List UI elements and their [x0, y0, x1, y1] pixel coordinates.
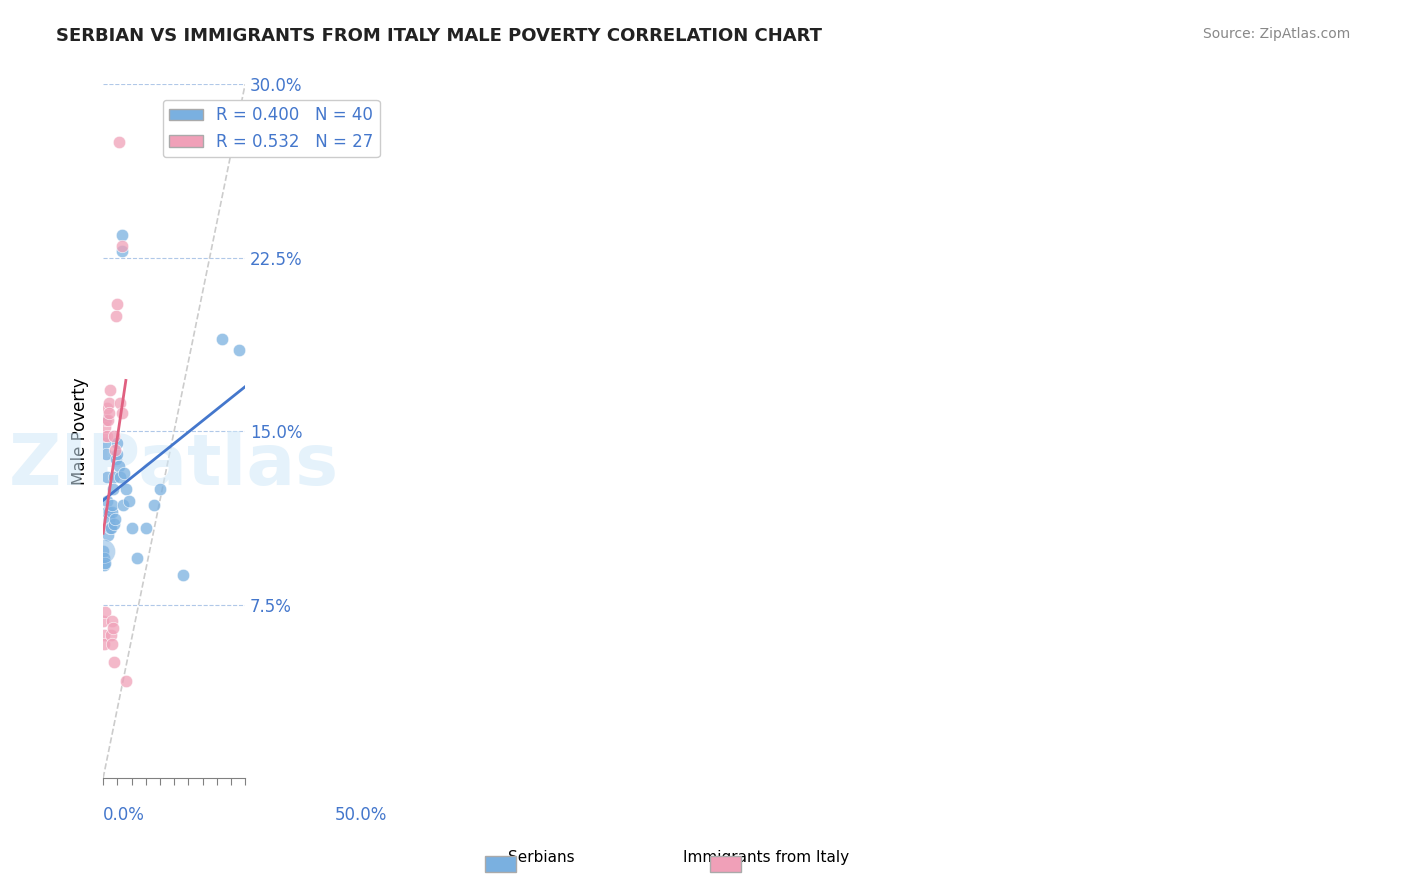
Point — [93, 628, 115, 642]
Point — [111, 239, 134, 253]
Point — [118, 493, 141, 508]
Text: 50.0%: 50.0% — [335, 805, 387, 823]
Point — [93, 614, 115, 628]
Point — [121, 521, 143, 535]
Text: 0.0%: 0.0% — [103, 805, 145, 823]
Point — [228, 343, 250, 358]
Point — [94, 412, 117, 426]
Text: Source: ZipAtlas.com: Source: ZipAtlas.com — [1202, 27, 1350, 41]
Point — [93, 556, 115, 570]
Point — [135, 521, 157, 535]
Point — [105, 447, 128, 461]
Point — [107, 135, 129, 149]
Point — [143, 498, 166, 512]
Point — [104, 442, 127, 457]
Point — [93, 605, 115, 619]
Point — [115, 482, 138, 496]
Legend: R = 0.400   N = 40, R = 0.532   N = 27: R = 0.400 N = 40, R = 0.532 N = 27 — [163, 100, 380, 157]
Point — [103, 470, 125, 484]
Point — [105, 297, 128, 311]
Point — [98, 383, 121, 397]
Point — [101, 482, 124, 496]
Point — [115, 673, 138, 688]
Text: ZIPatlas: ZIPatlas — [8, 432, 339, 500]
Point — [105, 435, 128, 450]
Point — [96, 505, 118, 519]
Point — [103, 516, 125, 531]
Point — [108, 396, 131, 410]
Point — [104, 512, 127, 526]
Point — [112, 466, 135, 480]
Point — [108, 470, 131, 484]
Text: Serbians: Serbians — [508, 850, 575, 865]
Point — [93, 637, 115, 651]
Point — [93, 558, 115, 573]
Point — [100, 521, 122, 535]
Point — [98, 406, 121, 420]
Point — [211, 332, 233, 346]
Point — [110, 406, 132, 420]
Point — [93, 544, 115, 558]
Point — [100, 628, 122, 642]
Point — [97, 505, 120, 519]
Point — [101, 621, 124, 635]
Point — [93, 551, 115, 566]
Point — [104, 452, 127, 467]
Point — [111, 227, 134, 242]
Point — [149, 482, 172, 496]
Y-axis label: Male Poverty: Male Poverty — [72, 377, 89, 485]
Point — [103, 429, 125, 443]
Point — [100, 505, 122, 519]
Point — [104, 309, 127, 323]
Point — [94, 412, 117, 426]
Point — [103, 656, 125, 670]
Point — [98, 521, 121, 535]
Point — [110, 244, 132, 258]
Point — [101, 498, 124, 512]
Point — [96, 429, 118, 443]
Point — [94, 435, 117, 450]
Point — [127, 551, 149, 566]
Point — [96, 401, 118, 416]
Point — [107, 458, 129, 473]
Point — [96, 470, 118, 484]
Point — [97, 528, 120, 542]
Point — [172, 567, 194, 582]
Text: Immigrants from Italy: Immigrants from Italy — [683, 850, 849, 865]
Point — [96, 493, 118, 508]
Point — [101, 614, 124, 628]
Point — [98, 512, 121, 526]
Text: SERBIAN VS IMMIGRANTS FROM ITALY MALE POVERTY CORRELATION CHART: SERBIAN VS IMMIGRANTS FROM ITALY MALE PO… — [56, 27, 823, 45]
Point — [100, 637, 122, 651]
Point — [94, 429, 117, 443]
Point — [94, 419, 117, 434]
Point — [94, 447, 117, 461]
Point — [97, 396, 120, 410]
Point — [111, 498, 134, 512]
Point — [93, 544, 115, 558]
Point — [97, 412, 120, 426]
